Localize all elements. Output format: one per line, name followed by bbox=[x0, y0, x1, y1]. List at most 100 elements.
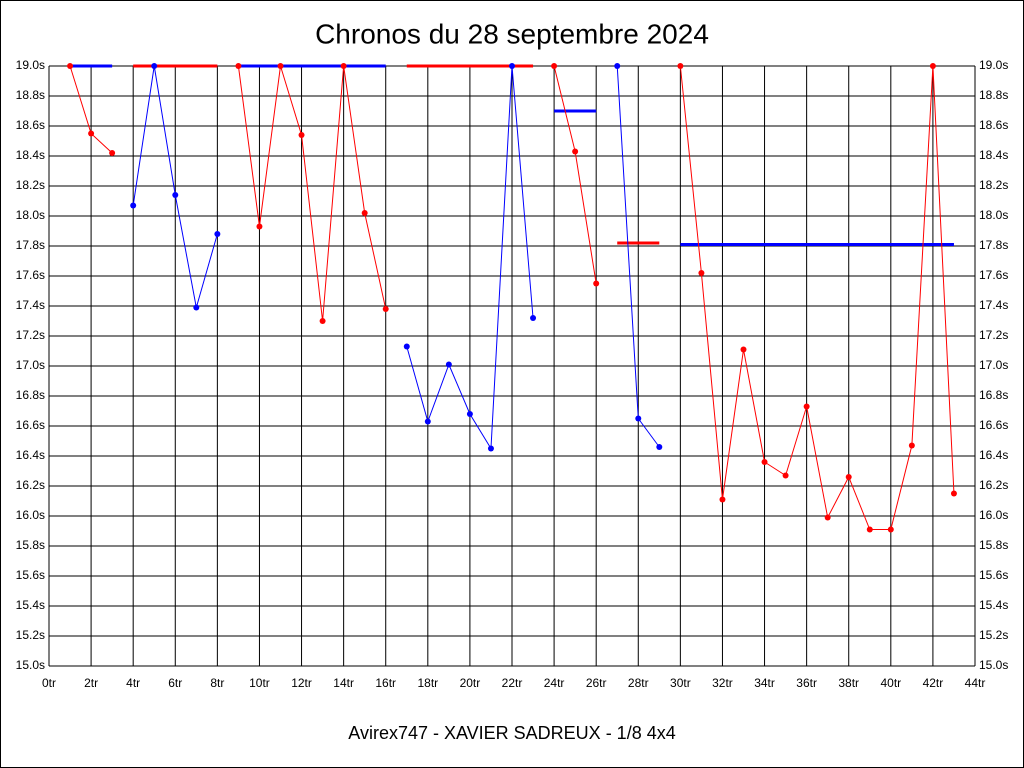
point bbox=[361, 210, 368, 216]
point bbox=[572, 148, 579, 155]
x-tick-label: 10tr bbox=[249, 676, 270, 690]
x-tick-label: 6tr bbox=[168, 676, 182, 690]
y2-tick-label: 16.2s bbox=[979, 478, 1008, 492]
point bbox=[824, 514, 831, 521]
y2-tick-label: 19.0s bbox=[979, 58, 1008, 72]
y-tick-label: 15.8s bbox=[16, 538, 45, 552]
x-tick-label: 28tr bbox=[628, 676, 649, 690]
point bbox=[109, 150, 116, 156]
y-tick-label: 16.8s bbox=[16, 388, 45, 402]
point bbox=[614, 63, 621, 69]
y2-tick-label: 16.8s bbox=[979, 388, 1008, 402]
y-tick-label: 18.6s bbox=[16, 118, 45, 132]
point bbox=[340, 63, 347, 69]
point bbox=[782, 472, 789, 479]
point bbox=[887, 526, 894, 533]
x-tick-label: 20tr bbox=[460, 676, 481, 690]
point bbox=[908, 442, 915, 449]
series-line bbox=[679, 65, 955, 530]
chart-title: Chronos du 28 septembre 2024 bbox=[315, 18, 709, 49]
point bbox=[509, 63, 515, 69]
point bbox=[466, 411, 473, 417]
y2-tick-label: 16.6s bbox=[979, 418, 1008, 432]
point bbox=[214, 231, 221, 237]
point bbox=[635, 415, 642, 422]
y2-tick-label: 16.4s bbox=[979, 448, 1008, 462]
point bbox=[235, 63, 242, 69]
point bbox=[424, 418, 431, 425]
point bbox=[298, 132, 305, 138]
y-tick-label: 16.6s bbox=[16, 418, 45, 432]
x-tick-label: 40tr bbox=[880, 676, 901, 690]
point bbox=[256, 223, 263, 230]
y2-tick-label: 15.2s bbox=[979, 628, 1008, 642]
point bbox=[530, 315, 537, 321]
x-tick-label: 4tr bbox=[126, 676, 140, 690]
y-tick-label: 18.8s bbox=[16, 88, 45, 102]
y-tick-label: 17.6s bbox=[16, 268, 45, 282]
y2-tick-label: 17.0s bbox=[979, 358, 1008, 372]
y2-tick-label: 15.8s bbox=[979, 538, 1008, 552]
point bbox=[88, 130, 95, 137]
y-tick-label: 15.2s bbox=[16, 628, 45, 642]
y2-tick-label: 15.0s bbox=[979, 658, 1008, 672]
point bbox=[130, 202, 137, 209]
y2-tick-label: 17.8s bbox=[979, 238, 1008, 252]
y-tick-label: 16.2s bbox=[16, 478, 45, 492]
x-tick-label: 0tr bbox=[42, 676, 56, 690]
y2-tick-label: 18.0s bbox=[979, 208, 1008, 222]
y-tick-label: 17.8s bbox=[16, 238, 45, 252]
x-tick-label: 22tr bbox=[502, 676, 523, 690]
point bbox=[929, 63, 936, 69]
y2-tick-label: 17.2s bbox=[979, 328, 1008, 342]
point bbox=[151, 63, 158, 69]
point bbox=[950, 490, 957, 497]
y-tick-label: 18.0s bbox=[16, 208, 45, 222]
x-tick-label: 26tr bbox=[586, 676, 607, 690]
point bbox=[698, 270, 705, 276]
point bbox=[740, 346, 747, 353]
y-tick-label: 17.4s bbox=[16, 298, 45, 312]
point bbox=[656, 444, 663, 450]
y-tick-label: 19.0s bbox=[16, 58, 45, 72]
point bbox=[193, 304, 200, 311]
y-tick-label: 16.4s bbox=[16, 448, 45, 462]
y2-tick-label: 18.8s bbox=[979, 88, 1008, 102]
point bbox=[172, 192, 179, 198]
y2-tick-label: 18.2s bbox=[979, 178, 1008, 192]
point bbox=[551, 63, 558, 69]
point bbox=[445, 361, 452, 368]
y2-tick-label: 15.6s bbox=[979, 568, 1008, 582]
x-tick-label: 42tr bbox=[923, 676, 944, 690]
x-tick-label: 36tr bbox=[796, 676, 817, 690]
y2-tick-label: 16.0s bbox=[979, 508, 1008, 522]
y-tick-label: 15.0s bbox=[16, 658, 45, 672]
y2-tick-label: 17.4s bbox=[979, 298, 1008, 312]
point bbox=[761, 459, 768, 465]
point bbox=[487, 445, 494, 452]
x-tick-label: 44tr bbox=[965, 676, 986, 690]
caption: Avirex747 - XAVIER SADREUX - 1/8 4x4 bbox=[348, 723, 675, 743]
point bbox=[677, 63, 684, 69]
y-tick-label: 15.4s bbox=[16, 598, 45, 612]
x-tick-label: 24tr bbox=[544, 676, 565, 690]
point bbox=[866, 526, 873, 533]
point bbox=[382, 306, 389, 312]
x-tick-label: 8tr bbox=[210, 676, 224, 690]
x-tick-label: 12tr bbox=[291, 676, 312, 690]
y2-tick-label: 18.6s bbox=[979, 118, 1008, 132]
x-tick-label: 34tr bbox=[754, 676, 775, 690]
point bbox=[845, 474, 852, 480]
point bbox=[803, 403, 810, 410]
x-tick-label: 30tr bbox=[670, 676, 691, 690]
point bbox=[403, 343, 410, 350]
y2-tick-label: 17.6s bbox=[979, 268, 1008, 282]
y-tick-label: 18.4s bbox=[16, 148, 45, 162]
y-tick-label: 15.6s bbox=[16, 568, 45, 582]
series-line bbox=[237, 65, 387, 322]
x-tick-label: 32tr bbox=[712, 676, 733, 690]
x-tick-label: 16tr bbox=[375, 676, 396, 690]
x-tick-label: 38tr bbox=[838, 676, 859, 690]
